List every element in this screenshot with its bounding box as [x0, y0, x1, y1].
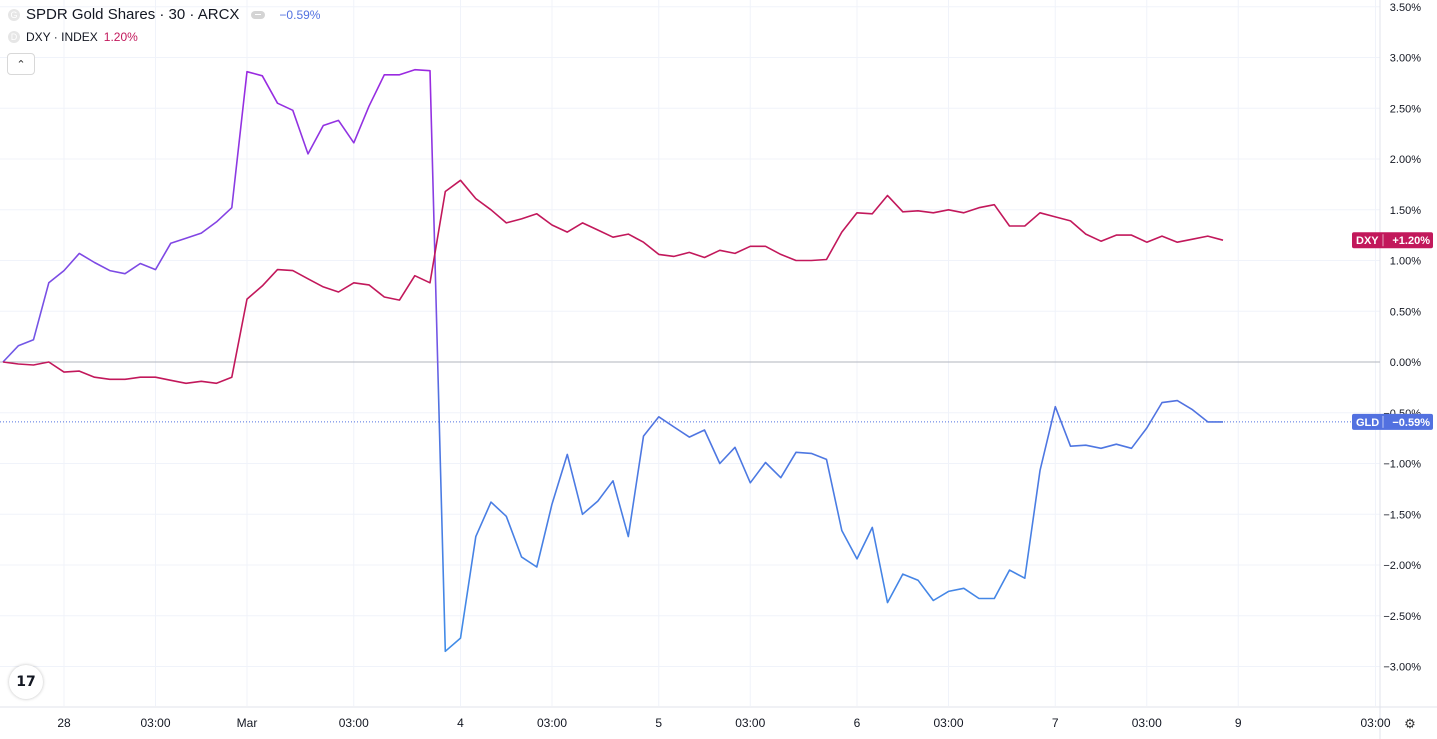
hide-series-icon[interactable]: [251, 10, 266, 19]
gld-label-name: GLD: [1356, 417, 1379, 429]
y-tick-label: 2.50%: [1390, 103, 1421, 115]
y-tick-label: −1.50%: [1383, 509, 1421, 521]
y-tick-label: 3.50%: [1390, 2, 1421, 14]
x-tick-label: 03:00: [1360, 716, 1390, 730]
gld-label-value: −0.59%: [1392, 417, 1430, 429]
x-tick-label: 03:00: [1132, 716, 1162, 730]
settings-button[interactable]: ⚙: [1402, 716, 1418, 732]
chevron-up-icon: ⌃: [16, 58, 26, 71]
dxy-series-line: [2, 179, 1224, 385]
y-tick-label: 0.00%: [1390, 357, 1421, 369]
y-tick-label: 2.00%: [1390, 154, 1421, 166]
x-tick-label: 03:00: [140, 716, 170, 730]
legend-dxy[interactable]: D DXY · INDEX 1.20%: [8, 30, 138, 44]
y-tick-label: 1.50%: [1390, 205, 1421, 217]
gear-icon: ⚙: [1404, 716, 1416, 731]
x-tick-label: 28: [57, 716, 71, 730]
gld-symbol-icon: G: [8, 8, 20, 21]
series-price-labels: DXY +1.20% GLD −0.59%: [1352, 232, 1433, 430]
logo-text: 17: [16, 674, 36, 690]
x-tick-label: 03:00: [537, 716, 567, 730]
tradingview-logo-icon[interactable]: 17: [9, 665, 43, 699]
y-tick-label: 3.00%: [1390, 53, 1421, 65]
series-layer: [2, 68, 1224, 653]
x-tick-label: 6: [854, 716, 861, 730]
x-tick-label: 4: [457, 716, 464, 730]
dxy-price-label: DXY +1.20%: [1352, 232, 1433, 249]
legend-gld[interactable]: G SPDR Gold Shares · 30 · ARCX −0.59%: [8, 6, 320, 23]
x-tick-label: 03:00: [735, 716, 765, 730]
x-tick-label: 03:00: [339, 716, 369, 730]
x-tick-label: 7: [1052, 716, 1059, 730]
y-axis: 3.50% 3.00% 2.50% 2.00% 1.50% 1.00% 0.50% 0.00%…: [1383, 2, 1421, 674]
gld-series-line: [2, 68, 1223, 653]
gld-price-label: GLD −0.59%: [1352, 413, 1433, 430]
y-tick-label: −1.00%: [1383, 459, 1421, 471]
x-tick-label: 5: [655, 716, 662, 730]
legend-gld-change: −0.59%: [279, 7, 321, 22]
y-tick-label: −3.00%: [1383, 662, 1421, 674]
y-tick-label: 0.50%: [1390, 306, 1421, 318]
legend-dxy-change: 1.20%: [103, 30, 138, 44]
x-tick-label: Mar: [237, 716, 258, 730]
y-tick-label: 1.00%: [1390, 256, 1421, 268]
x-tick-label: 9: [1235, 716, 1242, 730]
y-tick-label: −2.50%: [1383, 611, 1421, 623]
collapse-legend-button[interactable]: ⌃: [7, 53, 35, 75]
dxy-label-value: +1.20%: [1392, 235, 1430, 247]
x-axis: 28 03:00 Mar 03:00 4 03:00 5 03:00 6 03:00 7 03:00 9…: [57, 716, 1391, 730]
dxy-label-name: DXY: [1356, 235, 1379, 247]
y-tick-label: −2.00%: [1383, 560, 1421, 572]
legend-gld-title[interactable]: SPDR Gold Shares · 30 · ARCX: [26, 6, 240, 23]
legend-dxy-title[interactable]: DXY · INDEX: [26, 30, 98, 44]
x-tick-label: 03:00: [933, 716, 963, 730]
dxy-symbol-icon: D: [8, 31, 20, 43]
